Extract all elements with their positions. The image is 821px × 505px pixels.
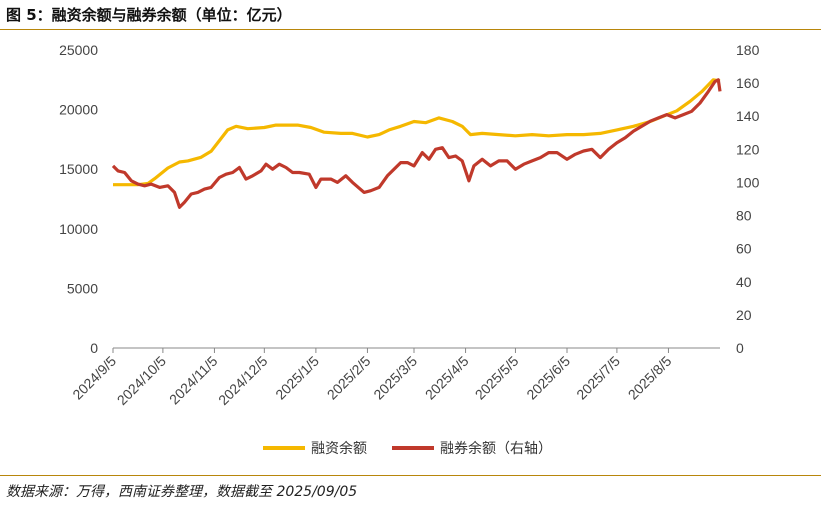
bottom-divider [0,475,821,476]
series-line-securities-lending [111,78,722,209]
right-y-tick-label: 80 [736,208,752,224]
legend: 融资余额 融券余额（右轴） [263,440,552,456]
legend-label: 融资余额 [311,440,367,456]
right-y-tick-label: 160 [736,75,760,91]
right-y-tick-label: 180 [736,42,760,58]
right-y-tick-label: 60 [736,241,752,257]
right-y-axis-ticks: 0 20 40 60 80 100 120 140 160 180 [736,42,760,356]
x-tick-label: 2025/5/5 [472,353,522,403]
x-tick-label: 2025/2/5 [324,353,374,403]
x-tick-label: 2024/10/5 [114,353,170,409]
x-tick-label: 2024/12/5 [215,353,271,409]
right-y-tick-label: 40 [736,274,752,290]
x-tick-label: 2024/9/5 [69,353,119,403]
left-y-tick-label: 15000 [59,161,98,177]
left-y-tick-label: 25000 [59,42,98,58]
right-y-tick-label: 20 [736,307,752,323]
series-line-margin-financing [113,78,721,187]
legend-label: 融券余额（右轴） [440,440,552,456]
left-y-axis-ticks: 0 5000 10000 15000 20000 25000 [59,42,98,356]
x-tick-label: 2025/8/5 [625,353,675,403]
right-y-tick-label: 120 [736,141,760,157]
x-tick-label: 2025/1/5 [272,353,322,403]
left-y-tick-label: 10000 [59,221,98,237]
right-y-tick-label: 140 [736,108,760,124]
right-y-tick-label: 0 [736,340,744,356]
x-tick-label: 2025/7/5 [573,353,623,403]
x-tick-label: 2025/4/5 [422,353,472,403]
top-divider [0,29,821,30]
series-layer [111,78,722,209]
left-y-tick-label: 0 [90,340,98,356]
left-y-tick-label: 20000 [59,102,98,118]
dual-axis-line-chart: 0 5000 10000 15000 20000 25000 0 20 40 60 80 100 12… [59,42,760,456]
x-tick-label: 2025/3/5 [370,353,420,403]
x-tick-label: 2025/6/5 [523,353,573,403]
x-tick-label: 2024/11/5 [166,353,221,408]
left-y-tick-label: 5000 [67,280,98,296]
chart-title: 图 5：融资余额与融券余额（单位：亿元） [6,6,292,24]
right-y-tick-label: 100 [736,174,760,190]
data-source-note: 数据来源：万得，西南证券整理，数据截至 2025/09/05 [6,484,358,500]
